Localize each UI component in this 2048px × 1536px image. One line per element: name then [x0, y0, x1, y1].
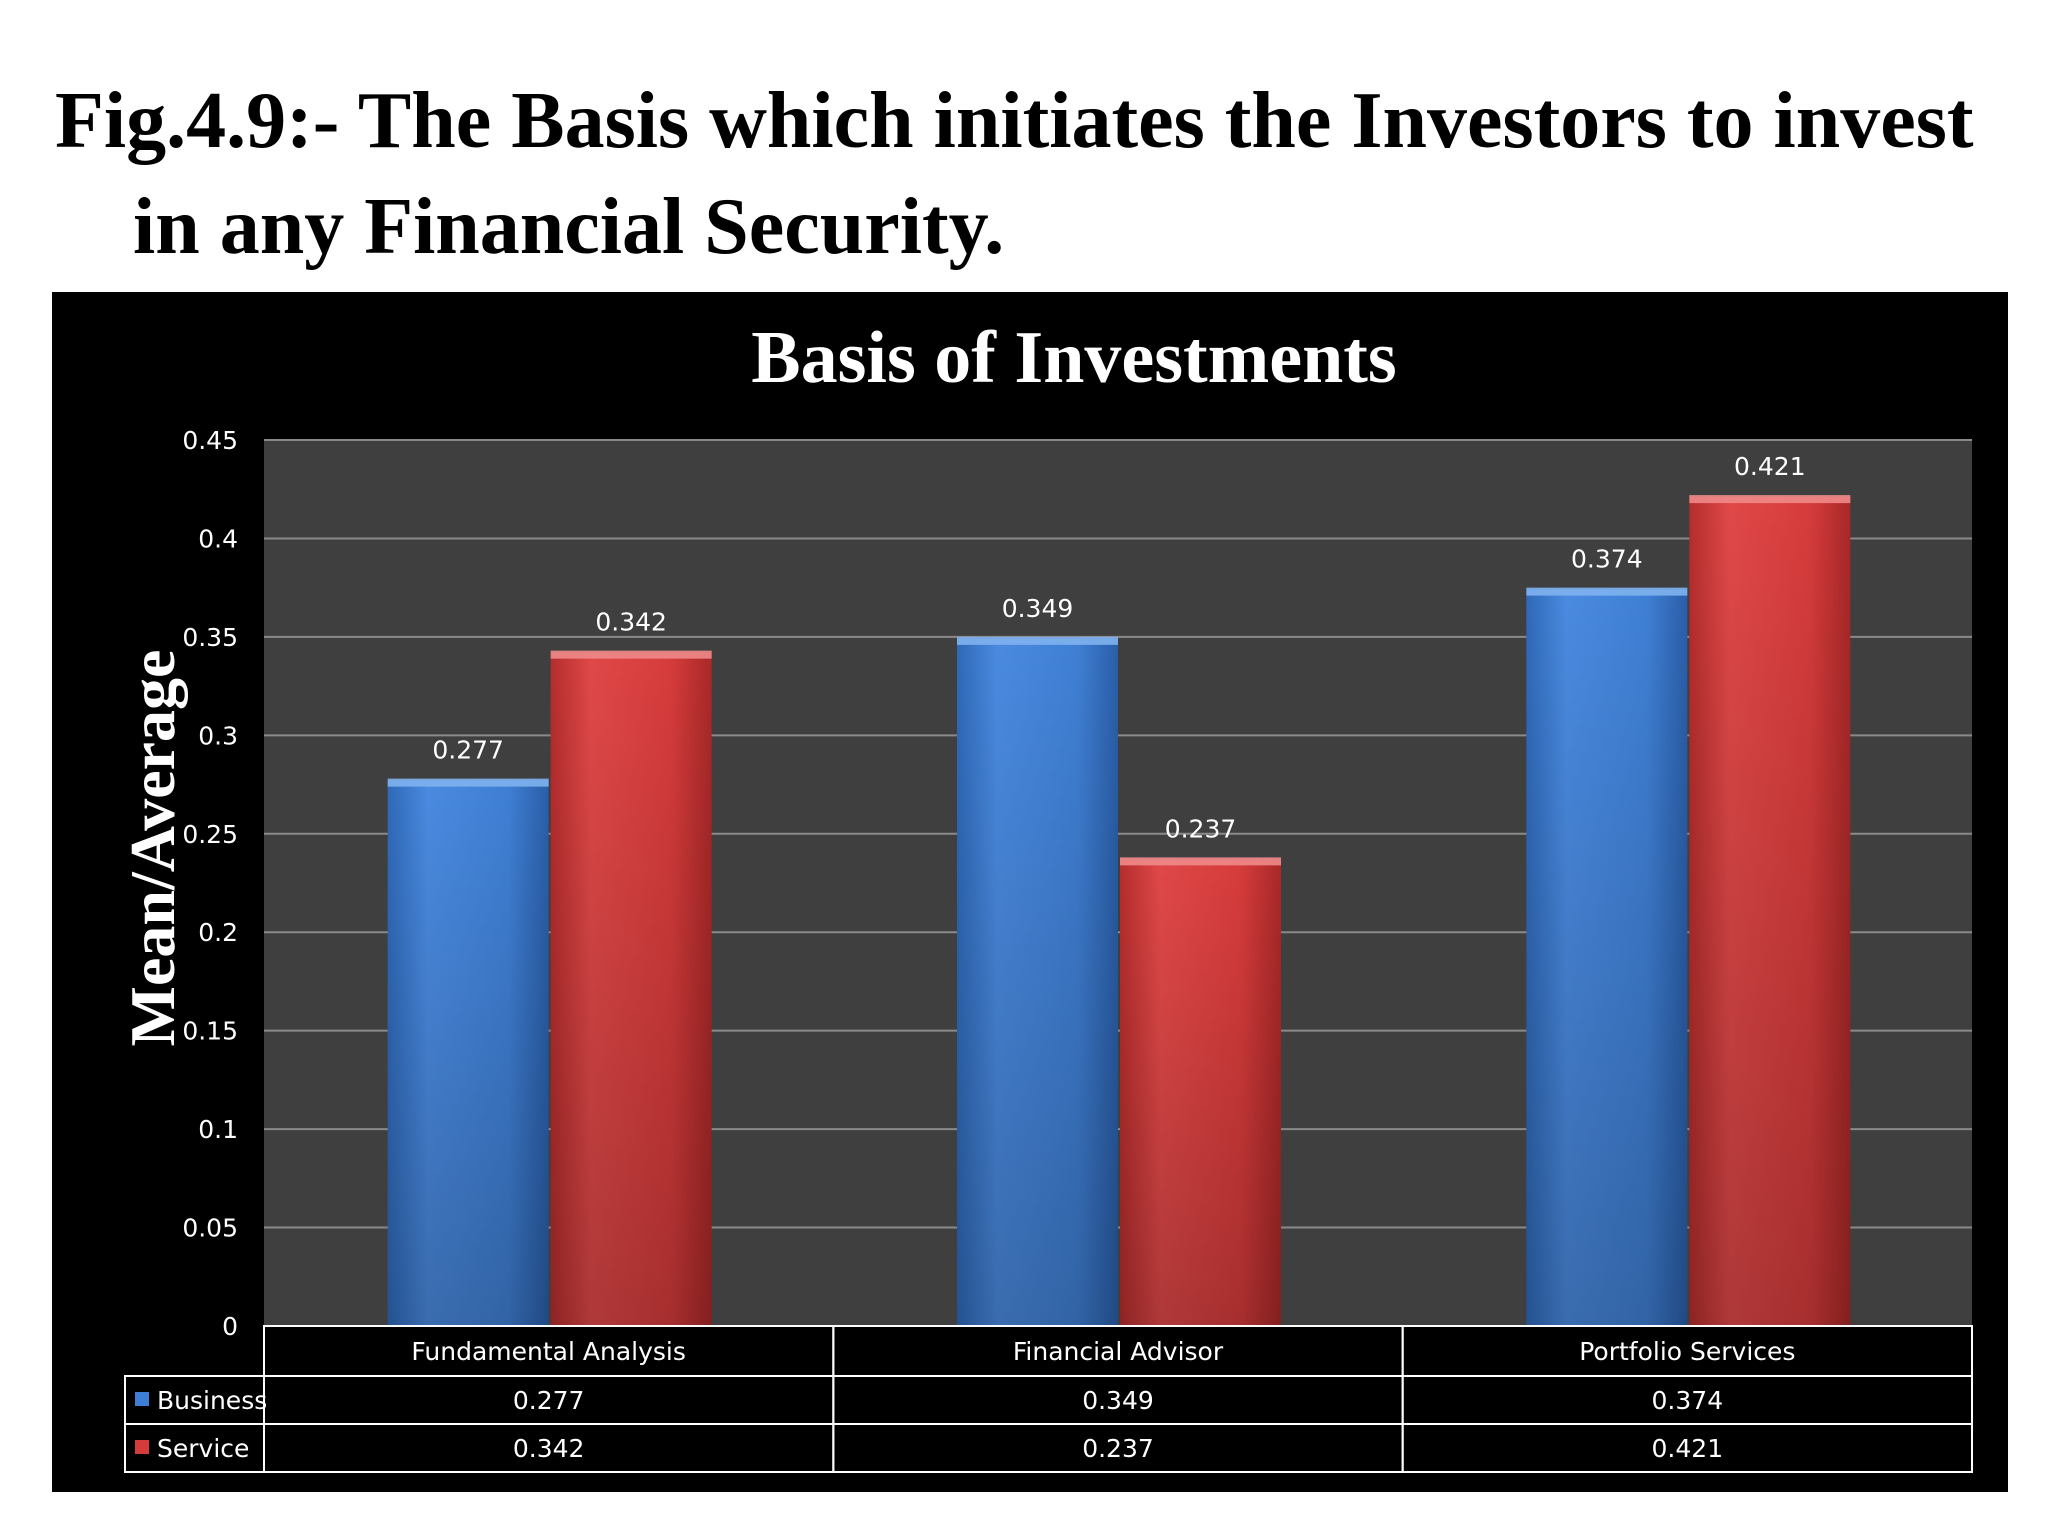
table-value: 0.421	[1652, 1434, 1724, 1463]
bar-business-0	[387, 778, 549, 1326]
y-tick-label: 0.4	[198, 524, 238, 553]
data-label: 0.421	[1734, 452, 1806, 481]
category-label: Fundamental Analysis	[411, 1337, 686, 1366]
y-tick-label: 0.15	[182, 1017, 238, 1046]
bar-cap	[957, 636, 1118, 645]
bar-shade	[387, 780, 549, 1326]
data-label: 0.342	[595, 608, 667, 637]
table-value: 0.374	[1652, 1386, 1724, 1415]
data-labels: 0.277 0.342 0.349 0.237 0.374 0.421	[432, 452, 1805, 843]
table-value: 0.349	[1082, 1386, 1154, 1415]
bar-chart: 00.050.10.150.20.250.30.350.40.45 0.2770…	[117, 317, 1973, 1473]
figure-caption-line-1: Fig.4.9:- The Basis which initiates the …	[55, 77, 1974, 165]
bar-business-1	[957, 636, 1118, 1326]
bar-shade	[550, 652, 712, 1326]
bar-service-2	[1689, 495, 1851, 1326]
y-tick-label: 0.2	[198, 918, 238, 947]
data-label: 0.277	[432, 736, 504, 765]
legend-swatch-business	[135, 1392, 149, 1406]
chart-panel: 0 0.05 0.1 0.15 0.2 0.25 0.3 0.35 0.4 0.45 0.277 0…	[52, 292, 2008, 1492]
y-axis-ticks: 0 0.05 0.1 0.15 0.2 0.25 0.3 0.35 0.4 0.45	[182, 426, 238, 1341]
table-value: 0.277	[513, 1386, 585, 1415]
chart-title: Basis of Investments	[751, 317, 1396, 399]
y-tick-label: 0	[222, 1312, 238, 1341]
bar-cap	[1526, 587, 1688, 596]
category-label: Portfolio Services	[1579, 1337, 1795, 1366]
bar-service-1	[1120, 857, 1281, 1326]
y-tick-label: 0.1	[198, 1115, 238, 1144]
data-label: 0.374	[1571, 545, 1643, 574]
data-label: 0.349	[1002, 594, 1074, 623]
figure-caption-line-2: in any Financial Security.	[133, 183, 1005, 271]
table-cell	[1401, 1423, 1973, 1473]
bar-cap	[387, 778, 549, 787]
y-tick-label: 0.45	[182, 426, 238, 455]
data-label: 0.237	[1165, 814, 1237, 843]
y-axis-label: Mean/Average	[117, 650, 188, 1047]
legend-swatch-service	[135, 1440, 149, 1454]
legend-label-business: Business	[157, 1386, 267, 1415]
y-tick-label: 0.25	[182, 820, 238, 849]
figure-caption: Fig.4.9:- The Basis which initiates the …	[55, 68, 2035, 280]
bar-business-2	[1526, 587, 1688, 1326]
bar-shade	[1689, 497, 1851, 1326]
bar-shade	[957, 638, 1118, 1326]
legend-label-service: Service	[157, 1434, 249, 1463]
bars	[387, 495, 1851, 1326]
data-table: Fundamental Analysis Financial Advisor Por…	[124, 1325, 1973, 1473]
y-tick-label: 0.35	[182, 623, 238, 652]
table-value: 0.342	[513, 1434, 585, 1463]
y-tick-label: 0.3	[198, 721, 238, 750]
bar-cap	[550, 650, 712, 659]
bar-shade	[1526, 589, 1688, 1326]
bar-service-0	[550, 650, 712, 1326]
bar-cap	[1689, 495, 1851, 504]
table-value: 0.237	[1082, 1434, 1154, 1463]
bar-shade	[1120, 859, 1281, 1326]
y-tick-label: 0.05	[182, 1214, 238, 1243]
category-label: Financial Advisor	[1013, 1337, 1224, 1366]
bar-cap	[1120, 857, 1281, 866]
